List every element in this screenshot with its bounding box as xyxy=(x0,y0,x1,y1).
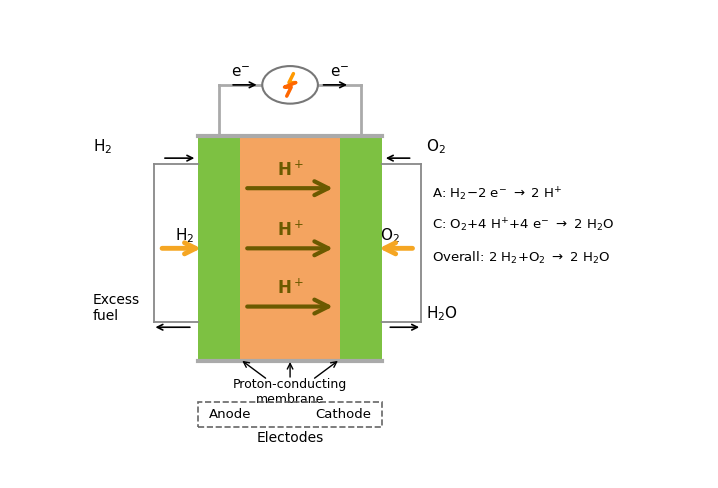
Circle shape xyxy=(262,66,318,103)
Text: Excess
fuel: Excess fuel xyxy=(93,293,140,324)
Text: C: O$_2$+4 H$^{+}$+4 e$^{-}$ $\rightarrow$ 2 H$_2$O: C: O$_2$+4 H$^{+}$+4 e$^{-}$ $\rightarro… xyxy=(432,217,614,234)
Bar xyxy=(198,136,240,361)
Text: H$^+$: H$^+$ xyxy=(276,279,304,298)
Bar xyxy=(340,136,382,361)
Text: H$_2$: H$_2$ xyxy=(93,138,112,156)
Text: e$^{-}$: e$^{-}$ xyxy=(330,65,349,81)
Text: Electodes: Electodes xyxy=(256,430,324,445)
Text: Overall: 2 H$_2$+O$_2$ $\rightarrow$ 2 H$_2$O: Overall: 2 H$_2$+O$_2$ $\rightarrow$ 2 H… xyxy=(432,250,610,266)
Text: H$_2$: H$_2$ xyxy=(174,226,194,244)
Text: e$^{-}$: e$^{-}$ xyxy=(231,65,251,81)
Text: A: H$_2$$-$2 e$^{-}$ $\rightarrow$ 2 H$^{+}$: A: H$_2$$-$2 e$^{-}$ $\rightarrow$ 2 H$^… xyxy=(432,185,562,203)
Text: Anode: Anode xyxy=(210,408,252,421)
Text: H$_2$O: H$_2$O xyxy=(426,305,458,324)
Text: H$^+$: H$^+$ xyxy=(276,221,304,240)
Text: Cathode: Cathode xyxy=(314,408,370,421)
Bar xyxy=(240,136,340,361)
Text: Proton-conducting
membrane: Proton-conducting membrane xyxy=(233,378,348,406)
Text: O$_2$: O$_2$ xyxy=(381,226,400,244)
Text: O$_2$: O$_2$ xyxy=(426,138,446,156)
Text: H$^+$: H$^+$ xyxy=(276,161,304,180)
